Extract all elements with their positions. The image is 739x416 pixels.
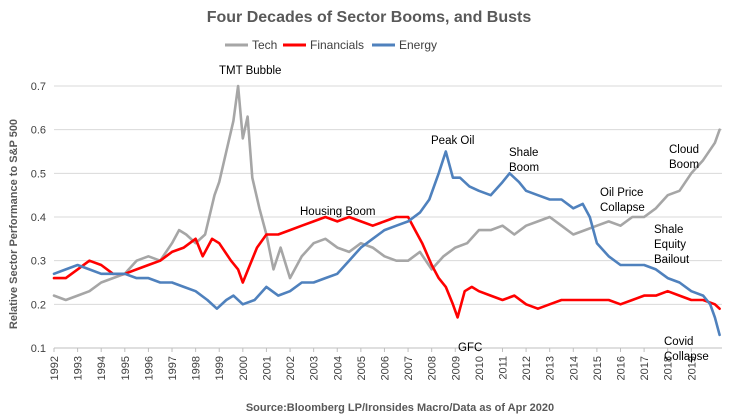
series-lines <box>52 84 721 337</box>
x-tick-label: 1999 <box>214 356 226 380</box>
legend-label-tech: Tech <box>252 38 277 52</box>
y-axis-ticks: 0.1 0.2 0.3 0.4 0.5 0.6 0.7 <box>31 81 46 355</box>
x-axis-ticks: 1992 1993 1994 1995 1996 1997 1998 1999 2000 2001… <box>49 348 698 380</box>
x-tick-label: 2019 <box>686 356 698 380</box>
y-tick-label: 0.4 <box>31 212 46 224</box>
x-tick-label: 2012 <box>521 356 533 380</box>
series-line-financials <box>52 215 721 319</box>
chart-source: Source:Bloomberg LP/Ironsides Macro/Data… <box>246 402 554 414</box>
y-tick-label: 0.7 <box>31 81 46 93</box>
x-tick-label: 2003 <box>309 356 321 380</box>
annotations: TMT Bubble Housing Boom Peak Oil Shale Bo… <box>219 65 709 363</box>
x-tick-label: 2010 <box>474 356 486 380</box>
x-tick-label: 2002 <box>285 356 297 380</box>
annotation-cloud-boom: Cloud Boom <box>669 144 699 171</box>
x-tick-label: 1997 <box>167 356 179 380</box>
x-tick-label: 1993 <box>73 356 85 380</box>
y-tick-label: 0.3 <box>31 256 46 268</box>
x-tick-label: 2006 <box>379 356 391 380</box>
chart-title: Four Decades of Sector Booms, and Busts <box>207 9 532 26</box>
x-tick-label: 1998 <box>191 356 203 380</box>
annotation-oil-price-collapse: Oil Price Collapse <box>600 187 645 214</box>
annotation-tmt-bubble: TMT Bubble <box>219 65 281 77</box>
x-tick-label: 2017 <box>639 356 651 380</box>
y-tick-label: 0.1 <box>31 343 46 355</box>
x-tick-label: 2007 <box>403 356 415 380</box>
x-tick-label: 2005 <box>356 356 368 380</box>
x-tick-label: 2015 <box>592 356 604 380</box>
annotation-covid-collapse: Covid Collapse <box>664 336 709 363</box>
y-tick-label: 0.5 <box>31 168 46 180</box>
x-tick-label: 1992 <box>49 356 61 380</box>
annotation-shale-boom: Shale Boom <box>509 147 539 174</box>
annotation-shale-equity-bailout: Shale Equity Bailout <box>654 224 690 266</box>
y-axis-label: Relative Sector Performance to S&P 500 <box>8 119 20 329</box>
x-tick-label: 1995 <box>120 356 132 380</box>
x-tick-label: 1996 <box>143 356 155 380</box>
gridlines <box>54 85 722 349</box>
x-tick-label: 1994 <box>96 356 108 380</box>
annotation-gfc: GFC <box>458 342 482 354</box>
x-tick-label: 2013 <box>545 356 557 380</box>
series-line-tech <box>52 84 721 302</box>
y-tick-label: 0.6 <box>31 125 46 137</box>
legend-label-energy: Energy <box>399 38 437 52</box>
x-tick-label: 2008 <box>427 356 439 380</box>
annotation-peak-oil: Peak Oil <box>431 135 474 147</box>
series-line-energy <box>52 150 721 337</box>
x-tick-label: 2016 <box>616 356 628 380</box>
x-tick-label: 2011 <box>497 356 509 380</box>
y-tick-label: 0.2 <box>31 299 46 311</box>
legend: Tech Financials Energy <box>225 38 437 52</box>
x-tick-label: 2014 <box>568 356 580 380</box>
x-tick-label: 2009 <box>450 356 462 380</box>
annotation-housing-boom: Housing Boom <box>300 206 375 218</box>
x-tick-label: 2018 <box>663 356 675 380</box>
x-tick-label: 2000 <box>238 356 250 380</box>
x-tick-label: 2001 <box>261 356 273 380</box>
x-tick-label: 2004 <box>332 356 344 380</box>
legend-label-financials: Financials <box>310 38 364 52</box>
